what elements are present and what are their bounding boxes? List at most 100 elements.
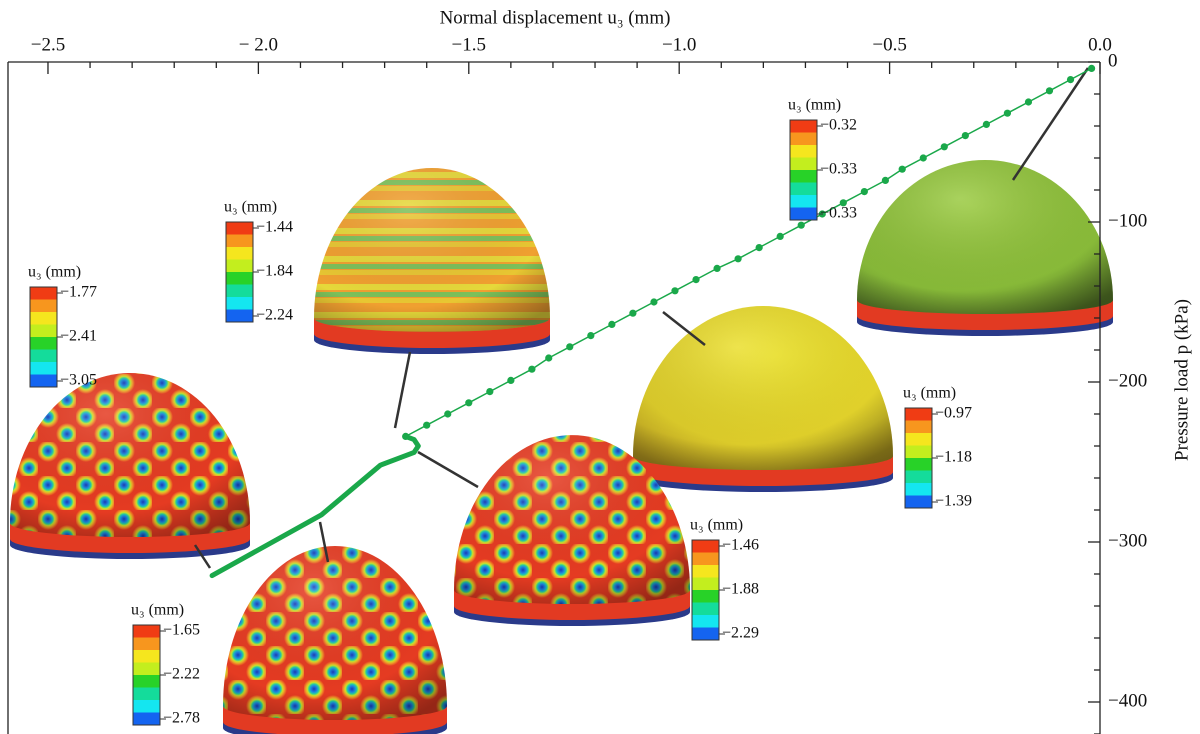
point [1025,98,1032,105]
point [608,321,615,328]
point [735,255,742,262]
colorbar-title: u₃ (mm) [224,199,277,216]
point [756,244,763,251]
x-tick-label: −2.5 [31,34,65,55]
dome [223,546,447,734]
colorbar-band [790,145,817,158]
colorbar: u₃ (mm) −0.97 −1.18 −1.39 [903,385,972,510]
point [941,143,948,150]
colorbar-band [226,247,253,260]
point [920,154,927,161]
colorbar-band [30,300,57,313]
colorbar-band [692,565,719,578]
dome-shading [10,373,250,537]
colorbar-band [905,471,932,484]
point [1088,65,1095,72]
colorbar-band [30,350,57,363]
point [528,366,535,373]
colorbar: u₃ (mm)−1.46−1.88−2.29 [690,517,759,642]
point [465,399,472,406]
point [486,388,493,395]
point [566,343,573,350]
colorbar-label: −1.46 [722,537,759,554]
y-tick-label: 0 [1108,50,1118,71]
colorbar-band [226,272,253,285]
colorbar-band [905,408,932,421]
point [899,166,906,173]
colorbar-band [30,312,57,325]
connector [1013,68,1088,180]
point [587,332,594,339]
colorbar-band [226,222,253,235]
colorbar-label: −3.05 [60,372,97,389]
colorbar: u₃ (mm) −1.65 −2.22 −2.78 [131,602,200,727]
colorbar-band [30,325,57,338]
colorbar-label: −2.22 [163,666,200,683]
colorbar-band [905,421,932,434]
point [861,188,868,195]
y-tick-label: −200 [1108,370,1147,391]
x-tick-label: −0.5 [872,34,906,55]
y-tick-label: −100 [1108,210,1147,231]
colorbar-band [133,713,160,726]
colorbar-label: −0.33 [820,205,857,222]
point [444,410,451,417]
colorbar-band [133,675,160,688]
dome-shading [314,168,550,332]
page: {"chart_data": { "type": "line", "xlabel… [0,0,1200,734]
point [650,298,657,305]
y-tick-label: −300 [1108,530,1147,551]
colorbar-title: u₃ (mm) [903,385,956,402]
colorbar-label: −2.78 [163,710,200,727]
x-axis-title: Normal displacement u₃ (mm) [440,7,671,28]
point [507,377,514,384]
colorbar-label: −2.29 [722,625,759,642]
point [692,276,699,283]
colorbar-band [790,120,817,133]
colorbar-band [226,260,253,273]
x-tick-label: −1.0 [662,34,696,55]
colorbar-band [692,553,719,566]
y-tick-label: −400 [1108,690,1147,711]
point [671,287,678,294]
colorbar-band [226,310,253,323]
colorbar-band [790,183,817,196]
colorbar-band [692,628,719,641]
colorbar: u₃ (mm)−1.77−2.41−3.05 [28,264,97,389]
colorbar-label: −1.65 [163,622,200,639]
colorbar-band [790,208,817,221]
colorbar-band [133,625,160,638]
colorbar-band [790,158,817,171]
colorbar-band [790,195,817,208]
x-tick-label: −1.5 [452,34,486,55]
point [545,354,552,361]
point [962,132,969,139]
colorbar-label: −1.39 [935,493,972,510]
y-axis-title: Pressure load p (kPa) [1171,299,1192,461]
colorbar-band [790,170,817,183]
colorbar-band [692,615,719,628]
colorbar-band [226,297,253,310]
colorbar-band [905,483,932,496]
colorbar-title: u₃ (mm) [788,97,841,114]
point [882,177,889,184]
dome-shading [223,546,447,720]
colorbar-title: u₃ (mm) [131,602,184,619]
point [983,121,990,128]
dome [633,306,893,492]
colorbar-label: −2.41 [60,328,97,345]
colorbar-label: −1.18 [935,449,972,466]
point [1067,76,1074,83]
colorbar-band [133,650,160,663]
dome [10,373,250,559]
colorbar-label: −0.97 [935,405,972,422]
colorbar: u₃ (mm)−1.44−1.84−2.24 [224,199,293,324]
point [777,233,784,240]
colorbar-band [226,235,253,248]
colorbar-band [226,285,253,298]
colorbar-band [30,362,57,375]
colorbar-band [30,375,57,388]
colorbar-band [692,603,719,616]
dome-shading [633,306,893,470]
colorbar-band [905,458,932,471]
